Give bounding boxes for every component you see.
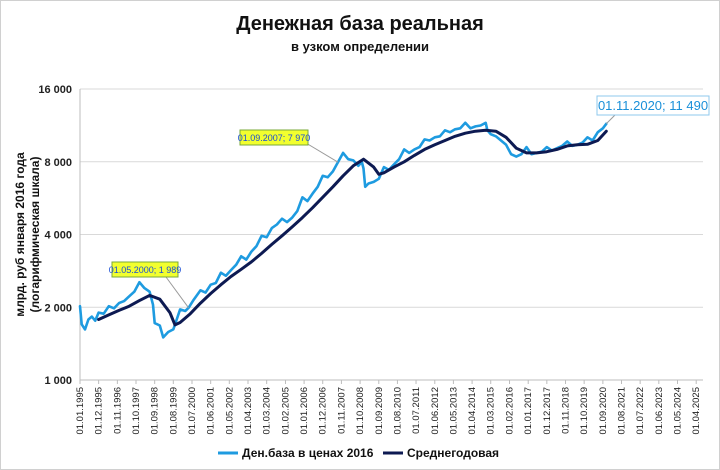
annotation-label: 01.09.2007; 7 970 [238, 133, 311, 143]
x-axis: 01.01.1995 01.12.1995 01.11.1996 01.10.1997… [75, 380, 702, 435]
annotation-label: 01.11.2020; 11 490 [598, 98, 708, 113]
y-tick-label: 4 000 [44, 230, 72, 242]
x-tick-label: 01.07.2022 [635, 387, 646, 435]
x-tick-label: 01.02.2016 [505, 387, 516, 435]
annotation-box [596, 95, 710, 116]
x-tick-label: 01.11.1996 [112, 387, 123, 434]
x-tick-label: 01.04.2025 [691, 387, 702, 435]
y-tick-label: 16 000 [38, 84, 72, 96]
series-line-real-base [78, 121, 608, 339]
legend: Ден.база в ценах 2016 Среднегодовая [218, 446, 499, 460]
annotation-pointer [305, 142, 339, 163]
y-axis-label-line: млрд. руб января 2016 года [13, 152, 27, 317]
x-tick-label: 01.05.2002 [224, 387, 235, 435]
x-tick-label: 01.03.2004 [262, 387, 273, 435]
x-tick-label: 01.06.2001 [206, 387, 217, 435]
x-tick-label: 01.06.2012 [430, 387, 441, 435]
x-tick-label: 01.10.2008 [355, 387, 366, 435]
x-tick-label: 01.10.1997 [131, 387, 142, 435]
x-tick-label: 01.07.2011 [411, 387, 422, 434]
x-tick-label: 01.01.2017 [523, 387, 534, 435]
x-tick-label: 01.02.2005 [280, 387, 291, 435]
grid [79, 88, 703, 381]
legend-label: Среднегодовая [407, 446, 499, 460]
y-tick-label: 2 000 [44, 302, 72, 314]
x-tick-label: 01.03.2015 [486, 387, 497, 435]
annotation-label: 01.05.2000; 1 989 [109, 265, 182, 275]
x-tick-label: 01.12.1995 [94, 387, 105, 435]
x-tick-label: 01.01.1995 [75, 387, 86, 435]
plot-area [78, 121, 608, 339]
x-tick-label: 01.11.2007 [336, 387, 347, 434]
annotations: 01.05.2000; 1 989 01.09.2007; 7 970 01.11.… [109, 95, 710, 309]
x-tick-label: 01.08.1999 [168, 387, 179, 435]
chart-title: Денежная база реальная [236, 13, 484, 35]
x-tick-label: 01.09.2009 [374, 387, 385, 435]
series-line-annual-average [97, 128, 608, 327]
x-tick-label: 01.05.2013 [448, 387, 459, 435]
x-tick-label: 01.09.2020 [598, 387, 609, 435]
x-tick-label: 01.06.2023 [654, 387, 665, 435]
x-tick-label: 01.10.2019 [579, 387, 590, 435]
y-tick-label: 8 000 [44, 157, 72, 169]
y-tick-label: 1 000 [44, 375, 72, 387]
x-tick-label: 01.12.2006 [318, 387, 329, 435]
x-tick-label: 01.09.1998 [150, 387, 161, 435]
x-tick-label: 01.05.2024 [673, 387, 684, 435]
y-axis-label: млрд. руб января 2016 года(логарифмическ… [13, 152, 42, 317]
x-tick-label: 01.11.2018 [561, 387, 572, 434]
annotation-pointer [165, 276, 189, 309]
x-tick-label: 01.07.2000 [187, 387, 198, 435]
legend-label: Ден.база в ценах 2016 [242, 446, 374, 460]
x-tick-label: 01.04.2014 [467, 387, 478, 435]
y-axis-label-line: (логарифмическая шкала) [28, 157, 42, 313]
annotation-pointer [605, 114, 616, 125]
y-axis: 1 000 2 000 4 000 8 000 16 000 [38, 84, 72, 387]
x-tick-label: 01.08.2010 [392, 387, 403, 435]
x-tick-label: 01.12.2017 [542, 387, 553, 435]
x-tick-label: 01.04.2003 [243, 387, 254, 435]
x-tick-label: 01.08.2021 [617, 387, 628, 435]
annotation-box [239, 129, 309, 146]
annotation-box [111, 261, 179, 278]
x-tick-label: 01.01.2006 [299, 387, 310, 435]
chart-subtitle: в узком определении [291, 39, 429, 54]
